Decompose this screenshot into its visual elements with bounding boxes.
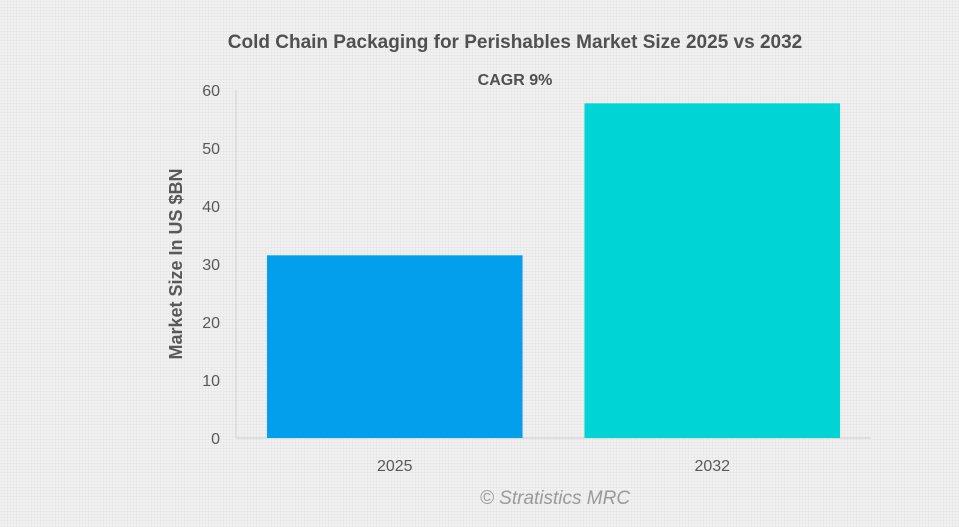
x-tick-label: 2032 — [694, 458, 730, 475]
y-tick-label: 10 — [202, 373, 220, 390]
y-axis-ticks: 0 10 20 30 40 50 60 — [202, 83, 220, 448]
y-tick-label: 30 — [202, 257, 220, 274]
y-tick-label: 0 — [211, 431, 220, 448]
bars — [266, 103, 841, 438]
watermark: © Stratistics MRC — [480, 488, 630, 509]
y-tick-label: 20 — [202, 315, 220, 332]
y-tick-label: 60 — [202, 83, 220, 100]
y-axis-label: Market Size In US $BN — [166, 168, 186, 359]
y-tick-label: 40 — [202, 199, 220, 216]
bar-2025 — [266, 255, 523, 438]
x-tick-label: 2025 — [377, 458, 413, 475]
chart-subtitle: CAGR 9% — [478, 72, 553, 89]
x-axis-ticks: 2025 2032 — [377, 458, 730, 475]
chart-title: Cold Chain Packaging for Perishables Mar… — [228, 32, 802, 53]
y-tick-label: 50 — [202, 141, 220, 158]
bar-2032 — [584, 103, 841, 438]
